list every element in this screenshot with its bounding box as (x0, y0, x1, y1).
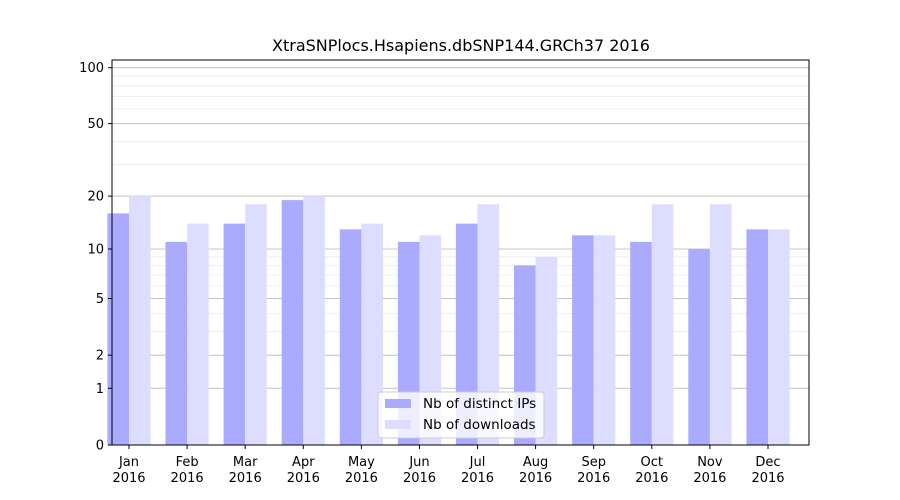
y-tick-label: 20 (87, 190, 104, 205)
y-axis: 0 1 2 5 10 20 50 100 (79, 61, 112, 454)
x-axis: Jan 2016 Feb 2016 Mar 2016 Apr 2016 May 2016 Jun 20… (112, 445, 785, 486)
legend: Nb of distinct IPs Nb of downloads (377, 391, 545, 439)
plot-frame (111, 59, 810, 446)
bar (245, 204, 267, 445)
x-tick-label: Oct 2016 (635, 455, 668, 486)
x-tick-label: Jun 2016 (403, 455, 436, 486)
bar (223, 223, 246, 445)
bar (477, 204, 500, 445)
y-tick-label: 1 (96, 382, 104, 397)
bar (630, 241, 652, 445)
x-tick-label: Mar 2016 (229, 455, 262, 486)
bar (746, 229, 768, 445)
x-tick-label: Sep 2016 (577, 455, 610, 486)
bar (281, 200, 304, 445)
bar (768, 229, 790, 445)
bar (339, 229, 362, 445)
x-tick-label: Nov 2016 (693, 455, 726, 486)
y-tick-label: 100 (79, 61, 104, 76)
y-tick-label: 50 (87, 117, 104, 132)
bar (688, 249, 710, 445)
bar (709, 204, 732, 445)
y-tick-label: 5 (96, 292, 104, 307)
bar (361, 223, 383, 445)
bar (107, 213, 129, 445)
bar (129, 196, 151, 445)
bar (572, 235, 594, 445)
bar (593, 235, 616, 445)
x-tick-label: May 2016 (345, 455, 378, 486)
legend-swatch-distinct-ips (385, 399, 411, 408)
bars (107, 196, 790, 445)
legend-label-distinct-ips: Nb of distinct IPs (423, 396, 536, 412)
bar (303, 196, 325, 445)
x-tick-label: Jan 2016 (112, 455, 145, 486)
chart-title: XtraSNPlocs.Hsapiens.dbSNP144.GRCh37 201… (272, 36, 650, 55)
bar (187, 223, 209, 445)
x-tick-label: Dec 2016 (751, 455, 784, 486)
legend-label-downloads: Nb of downloads (423, 417, 536, 433)
x-tick-label: Feb 2016 (171, 455, 204, 486)
legend-swatch-downloads (385, 420, 411, 429)
y-tick-label: 0 (96, 439, 104, 454)
y-tick-label: 10 (87, 243, 104, 258)
x-tick-label: Apr 2016 (287, 455, 320, 486)
x-tick-label: Aug 2016 (519, 455, 552, 486)
bar (651, 204, 674, 445)
x-tick-label: Jul 2016 (461, 455, 494, 486)
y-tick-label: 2 (96, 349, 104, 364)
legend-box (377, 391, 545, 439)
bar (165, 241, 188, 445)
bar (455, 223, 478, 445)
